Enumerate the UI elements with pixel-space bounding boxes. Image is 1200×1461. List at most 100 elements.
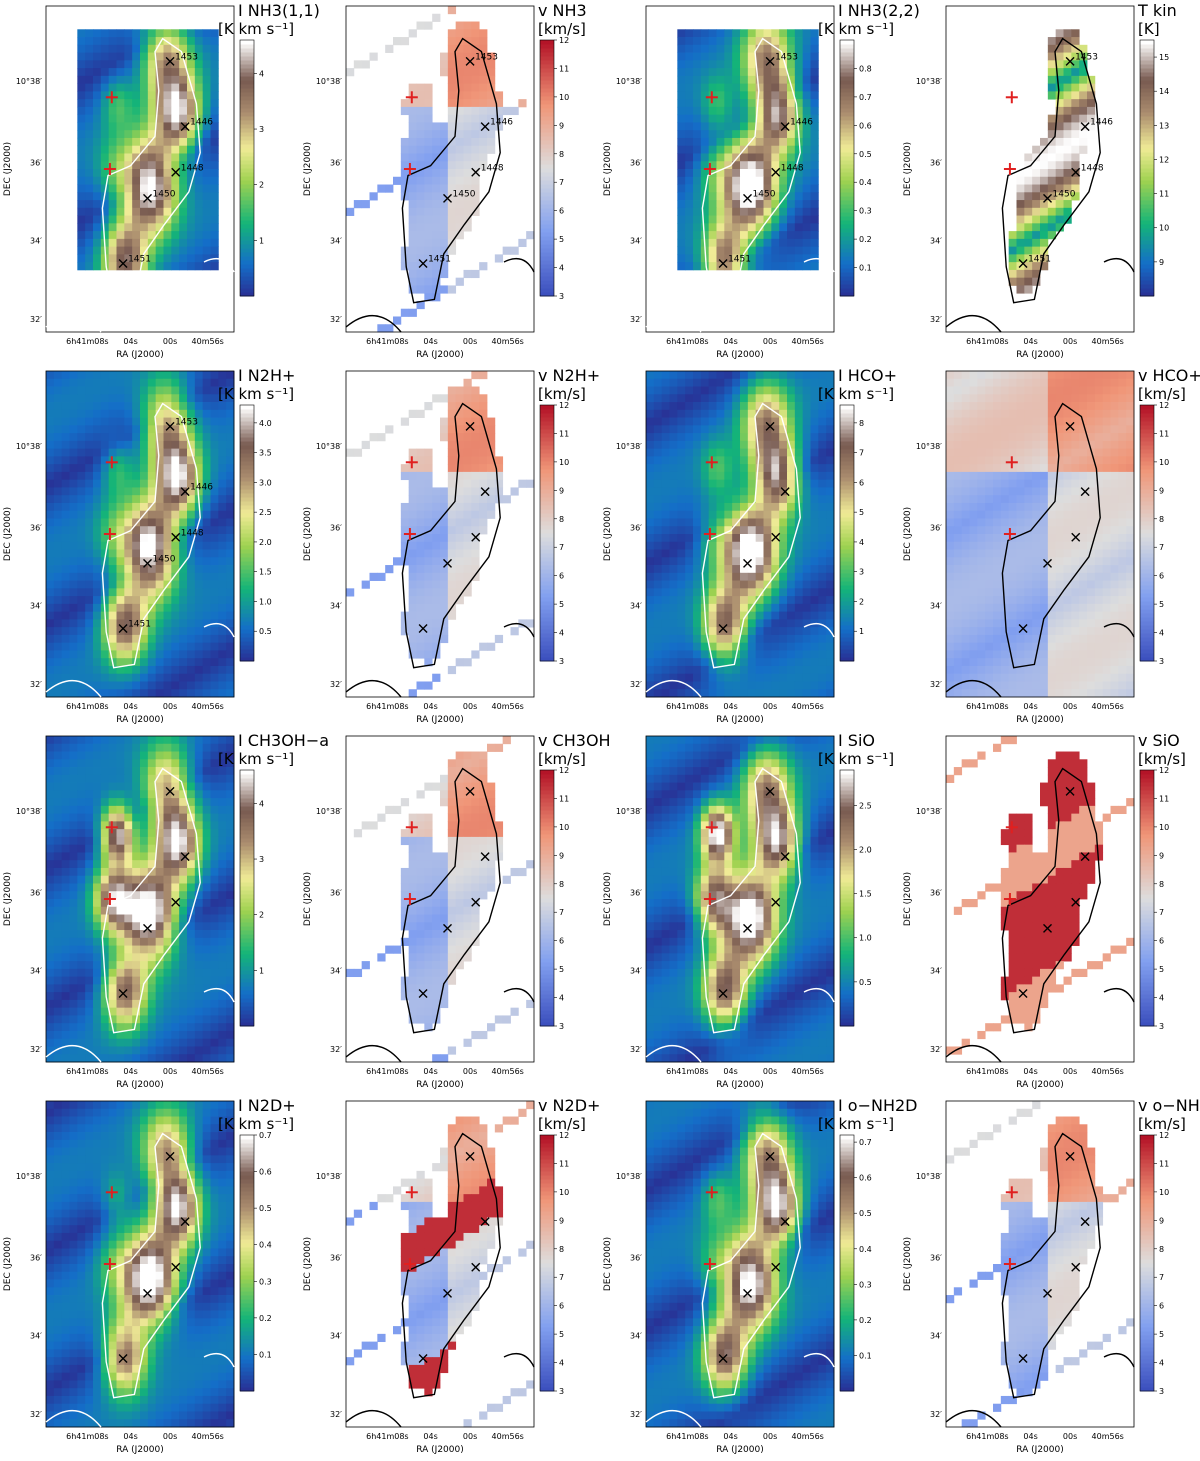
map-pixel [693,681,702,690]
map-pixel [132,200,141,209]
map-pixel [171,207,180,216]
map-pixel [140,130,149,139]
map-pixel [661,549,670,558]
map-pixel [826,534,835,543]
map-pixel [108,603,117,613]
map-pixel [724,665,733,675]
map-pixel [747,565,757,574]
map-pixel [787,417,796,426]
map-pixel [46,557,55,566]
map-pixel [1079,588,1088,597]
map-pixel [108,246,117,255]
map-pixel [93,169,102,178]
map-pixel [969,371,978,380]
map-pixel [1000,464,1010,473]
map-pixel [740,122,749,131]
map-pixel [661,565,670,574]
map-pixel [85,378,94,387]
map-pixel [1118,425,1127,434]
map-pixel [416,534,425,543]
map-pixel [763,565,772,574]
map-pixel [140,246,149,255]
map-pixel [1047,417,1057,426]
map-pixel [210,394,219,403]
map-pixel [463,161,472,170]
map-pixel [226,471,235,481]
map-pixel [732,448,741,457]
map-frame [345,370,535,698]
colorbar-tick-label: 4 [859,538,864,547]
map-pixel [194,433,204,442]
map-pixel [716,254,725,263]
map-pixel [100,409,110,418]
map-pixel [724,549,733,558]
map-pixel [471,510,480,519]
map-pixel [93,580,102,589]
map-pixel [100,130,110,139]
dec-tick-label: 10°38′ [916,77,942,86]
core-label: 1453 [175,52,198,62]
map-pixel [708,433,717,442]
map-pixel [740,29,749,38]
map-pixel [794,68,804,77]
map-pixel [755,231,764,240]
map-pixel [1110,456,1119,465]
map-pixel [716,114,725,123]
map-pixel [424,681,433,690]
map-pixel [794,658,804,667]
map-pixel [108,580,117,589]
map-pixel [447,448,457,457]
map-pixel [794,681,804,690]
map-pixel [1055,479,1064,488]
map-pixel [685,223,694,232]
map-pixel [771,130,780,139]
map-pixel [479,495,488,504]
map-pixel [132,549,141,558]
map-pixel [163,634,172,644]
map-pixel [747,689,757,698]
map-pixel [732,371,741,380]
map-pixel [1063,448,1072,457]
dec-tick-label: 34′ [630,237,642,246]
map-pixel [1094,433,1104,442]
map-pixel [132,83,141,92]
map-pixel [1047,526,1057,535]
map-pixel [171,231,180,240]
map-pixel [108,37,117,46]
map-pixel [155,106,164,116]
map-pixel [155,91,164,100]
map-pixel [700,510,710,519]
map-pixel [187,572,196,581]
map-pixel [826,440,835,450]
map-pixel [1063,153,1072,162]
map-pixel [740,565,749,574]
map-pixel [463,456,472,465]
map-pixel [953,386,963,395]
map-pixel [132,402,141,411]
map-pixel [93,161,102,170]
map-pixel [661,464,670,473]
map-pixel [787,557,796,566]
map-pixel [471,565,480,574]
map-pixel [755,83,764,92]
map-pixel [187,394,196,403]
map-pixel [969,479,978,488]
map-pixel [1032,371,1041,380]
map-pixel [140,29,149,38]
map-pixel [677,417,686,426]
map-pixel [116,137,125,147]
map-pixel [202,603,211,613]
map-pixel [977,394,986,403]
map-pixel [1040,153,1049,162]
map-pixel [826,658,835,667]
map-pixel [202,402,211,411]
map-pixel [1032,409,1041,418]
map-pixel [653,572,663,581]
map-pixel [447,137,457,147]
map-pixel [100,619,110,628]
map-pixel [163,495,172,504]
map-pixel [147,526,157,535]
map-pixel [802,588,811,597]
map-pixel [700,565,710,574]
map-pixel [661,572,670,581]
